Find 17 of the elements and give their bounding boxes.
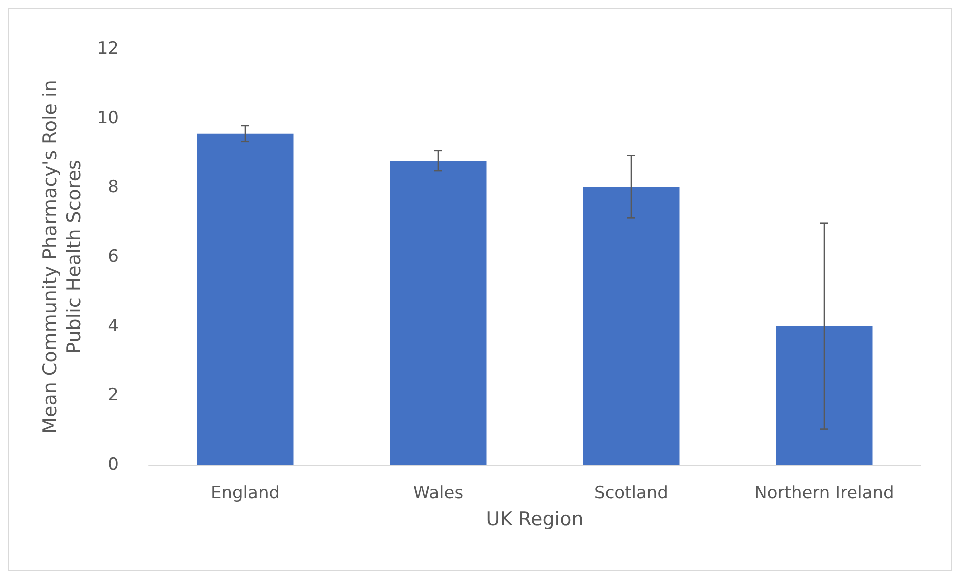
bar: [197, 134, 294, 465]
bar: [390, 160, 487, 465]
x-tick-label: Wales: [413, 484, 464, 504]
y-tick-label: 10: [97, 108, 119, 128]
bar: [583, 186, 680, 465]
y-tick-label: 6: [108, 247, 119, 267]
y-tick-label: 8: [108, 178, 119, 198]
y-axis-title: Mean Community Pharmacy's Role in Public Health Scores: [39, 80, 86, 434]
x-tick-label: Scotland: [594, 484, 668, 504]
y-tick-label: 0: [108, 455, 119, 475]
y-tick-label: 4: [108, 316, 119, 336]
x-tick-label: England: [210, 484, 280, 504]
y-tick-label: 12: [97, 39, 119, 59]
x-tick-label: Northern Ireland: [754, 484, 894, 504]
x-axis-title: UK Region: [486, 508, 584, 530]
bar: [776, 326, 873, 465]
y-tick-label: 2: [108, 386, 119, 406]
